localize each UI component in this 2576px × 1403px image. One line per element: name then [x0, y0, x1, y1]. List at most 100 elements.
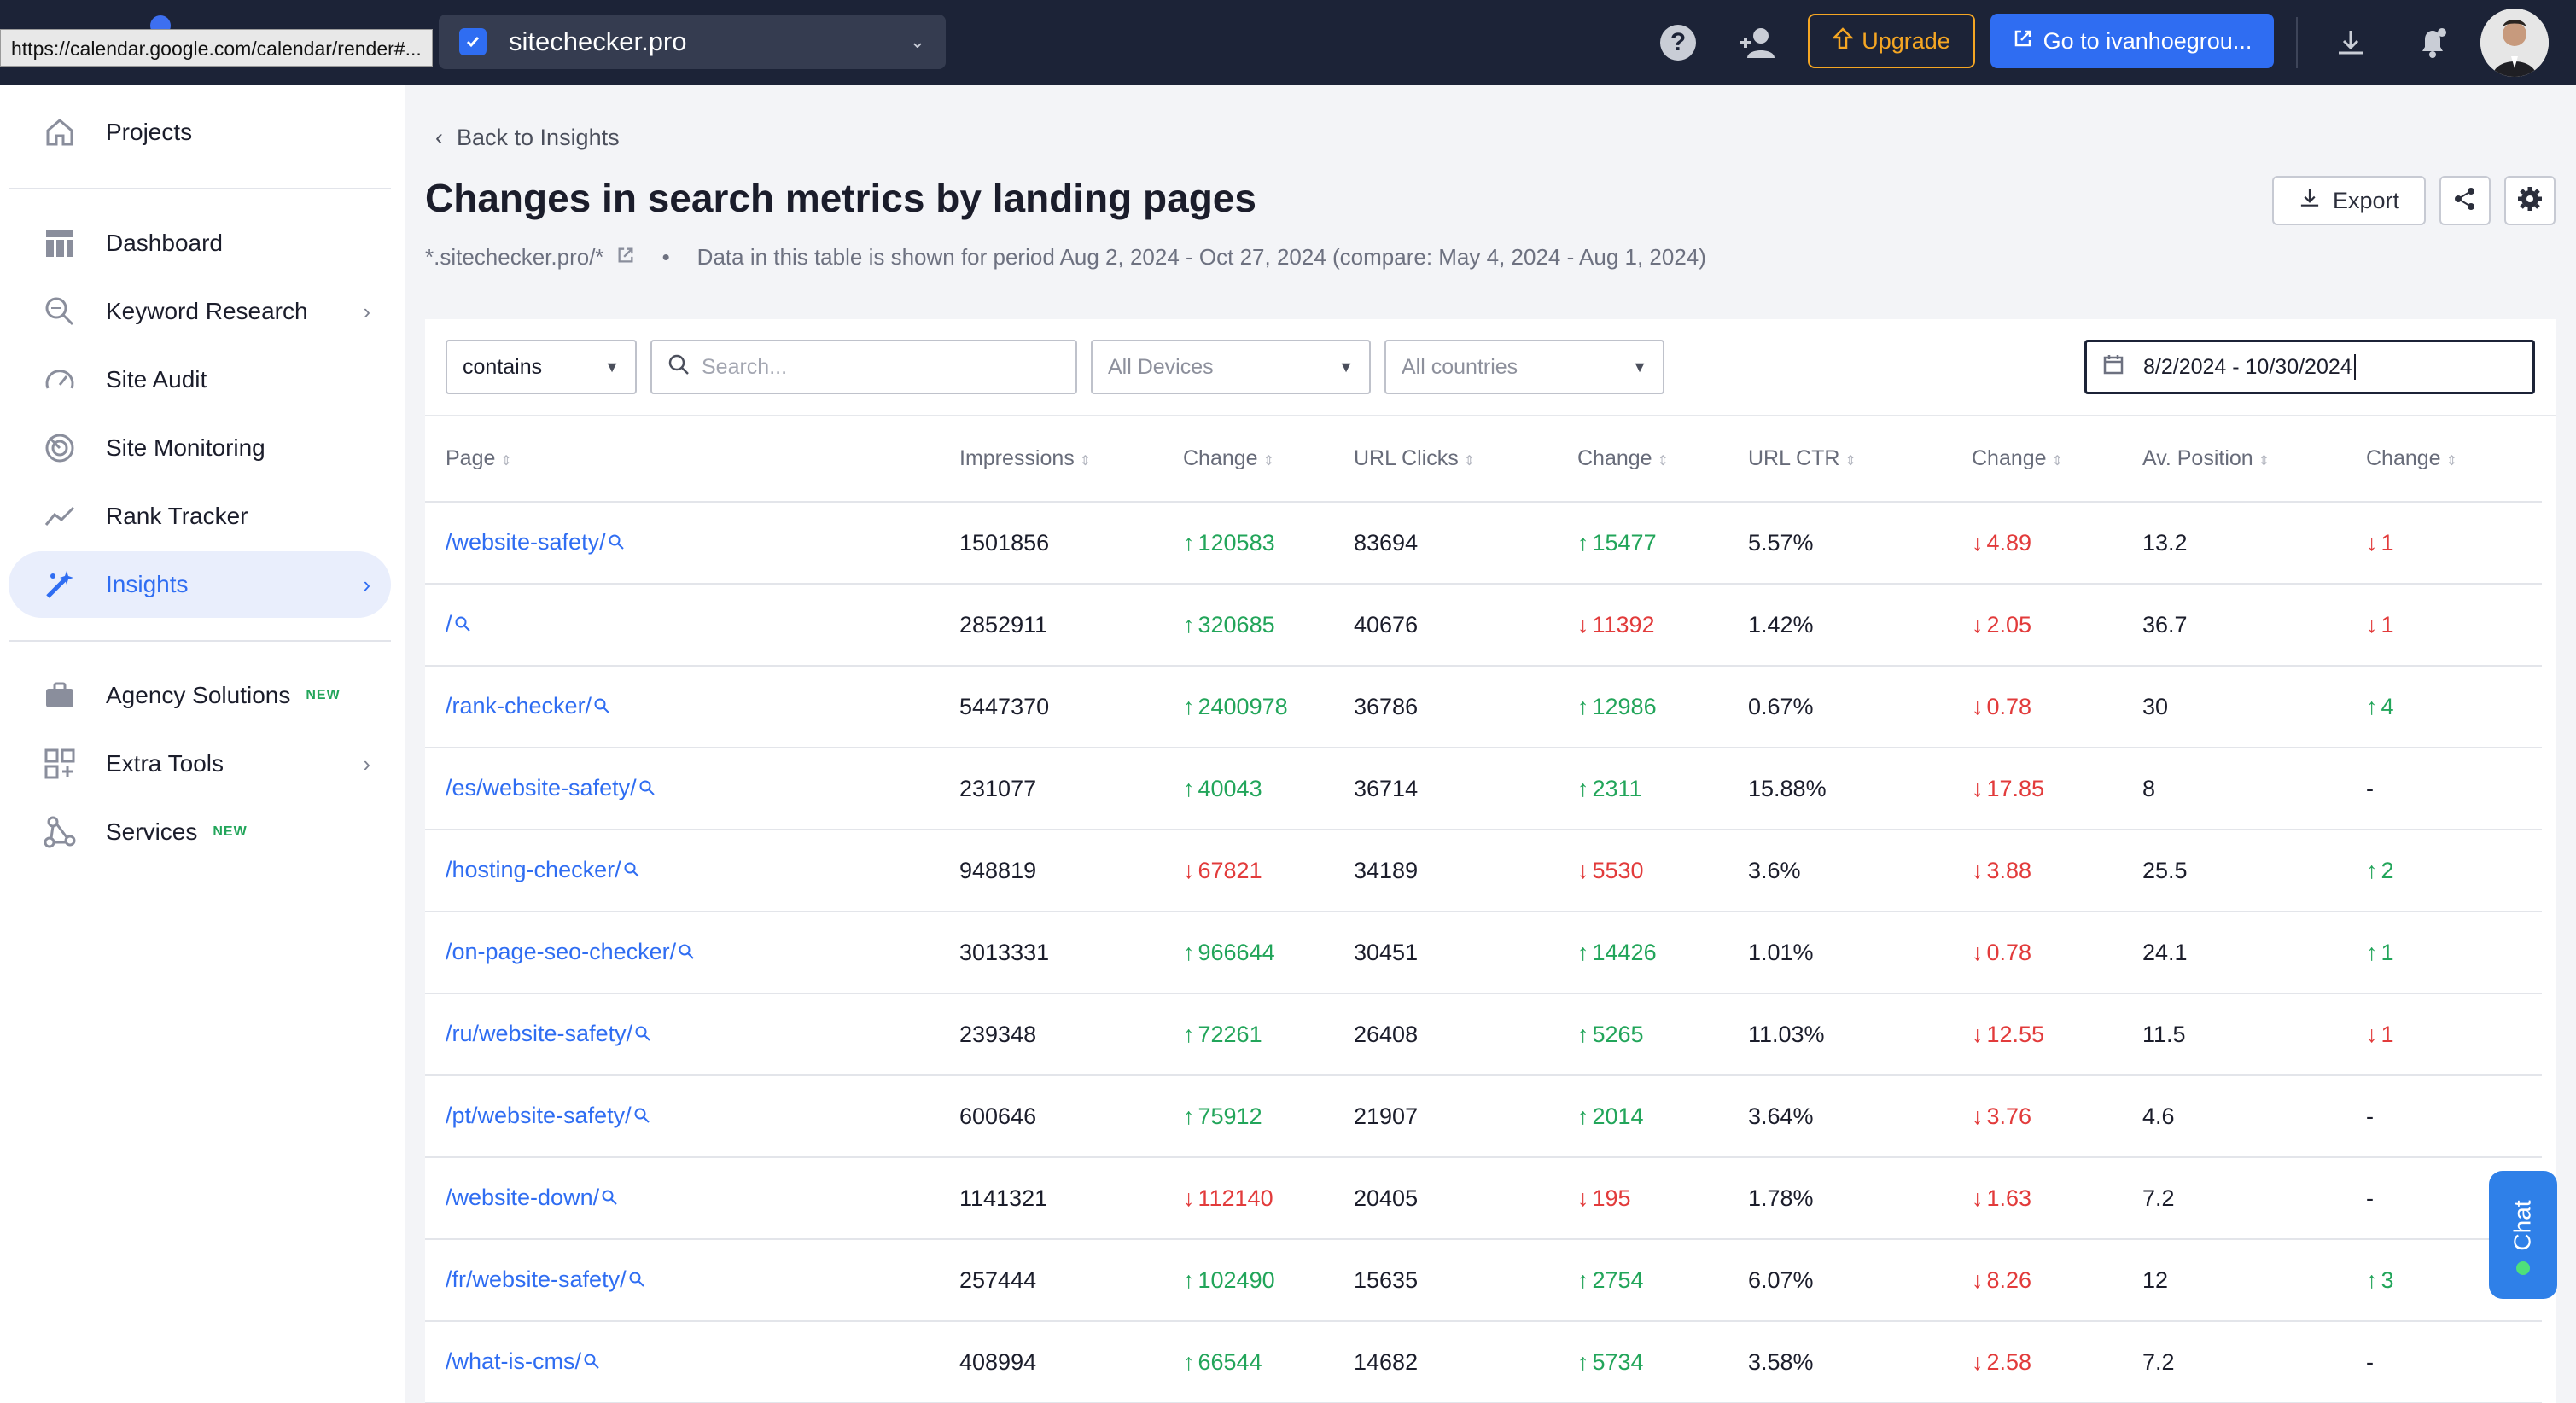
magnifier-icon[interactable] — [454, 612, 471, 638]
arrow-down-icon: ↓ — [1183, 1185, 1195, 1211]
sidebar-item-projects[interactable]: Projects — [9, 99, 391, 166]
page-link[interactable]: /fr/website-safety/ — [446, 1266, 627, 1292]
dashboard-icon — [41, 224, 79, 262]
impressions-change-cell: ↑ 120583 — [1183, 502, 1354, 585]
sidebar-item-label: Site Audit — [106, 366, 207, 393]
page-link[interactable]: /on-page-seo-checker/ — [446, 938, 677, 964]
magnifier-icon[interactable] — [628, 1267, 645, 1294]
briefcase-icon — [41, 677, 79, 714]
url-ctr-cell: 3.64% — [1748, 1075, 1972, 1158]
position-change-cell: - — [2366, 748, 2542, 830]
project-selector[interactable]: sitechecker.pro ⌄ — [439, 15, 946, 69]
impressions-change-cell: ↑ 966644 — [1183, 911, 1354, 994]
page-link[interactable]: / — [446, 610, 452, 637]
magnifier-icon[interactable] — [608, 530, 625, 556]
magnifier-icon[interactable] — [601, 1185, 618, 1212]
date-range-picker[interactable]: 8/2/2024 - 10/30/2024 — [2084, 340, 2535, 394]
gear-icon — [2517, 186, 2543, 216]
chevron-right-icon: › — [363, 751, 370, 777]
page-link[interactable]: /website-safety/ — [446, 528, 606, 555]
arrow-down-icon: ↓ — [1972, 1348, 1984, 1375]
match-type-select[interactable]: contains ▼ — [446, 340, 637, 394]
url-ctr-cell: 3.6% — [1748, 830, 1972, 912]
column-header-ctr-change[interactable]: Change ⇕ — [1972, 416, 2142, 503]
arrow-up-icon: ↑ — [1183, 529, 1195, 556]
clicks-change-cell: ↓ 195 — [1577, 1157, 1748, 1240]
arrow-up-icon: ↑ — [1577, 1103, 1589, 1129]
settings-button[interactable] — [2504, 176, 2556, 225]
clicks-change-cell: ↑ 15477 — [1577, 502, 1748, 585]
download-icon[interactable] — [2330, 22, 2371, 63]
download-icon — [2299, 187, 2321, 215]
sidebar-item-agency-solutions[interactable]: Agency Solutions NEW — [9, 662, 391, 729]
page-link[interactable]: /rank-checker/ — [446, 692, 592, 719]
sidebar-item-site-monitoring[interactable]: Site Monitoring — [9, 415, 391, 481]
caret-down-icon: ▼ — [1338, 358, 1354, 375]
column-header-url-ctr[interactable]: URL CTR ⇕ — [1748, 416, 1972, 503]
magnifier-icon[interactable] — [583, 1349, 600, 1376]
back-link[interactable]: ‹ Back to Insights — [435, 125, 620, 151]
caret-down-icon: ▼ — [1632, 358, 1647, 375]
impressions-cell: 231077 — [959, 748, 1183, 830]
page-cell: /pt/website-safety/ — [425, 1075, 959, 1158]
magnifier-icon[interactable] — [623, 858, 640, 884]
countries-value: All countries — [1402, 354, 1518, 379]
help-icon[interactable]: ? — [1658, 22, 1699, 63]
site-monitoring-icon — [41, 429, 79, 467]
arrow-up-icon: ↑ — [2366, 693, 2378, 719]
magnifier-icon[interactable] — [593, 694, 610, 720]
add-user-icon[interactable] — [1738, 22, 1779, 63]
page-link[interactable]: /hosting-checker/ — [446, 856, 621, 882]
sidebar-item-dashboard[interactable]: Dashboard — [9, 210, 391, 277]
arrow-down-icon: ↓ — [1972, 1103, 1984, 1129]
devices-select[interactable]: All Devices ▼ — [1091, 340, 1371, 394]
calendar-icon — [2102, 353, 2124, 381]
go-to-account-button[interactable]: Go to ivanhoegrou... — [1990, 14, 2274, 68]
arrow-down-icon: ↓ — [1183, 857, 1195, 883]
magnifier-icon[interactable] — [638, 776, 656, 802]
magnifier-icon[interactable] — [678, 940, 695, 966]
impressions-change-cell: ↑ 40043 — [1183, 748, 1354, 830]
page-link[interactable]: /what-is-cms/ — [446, 1348, 582, 1374]
avatar[interactable] — [2480, 9, 2549, 77]
sidebar-item-insights[interactable]: Insights › — [9, 551, 391, 618]
column-header-impressions[interactable]: Impressions ⇕ — [959, 416, 1183, 503]
sidebar-item-label: Extra Tools — [106, 750, 224, 777]
column-header-clicks-change[interactable]: Change ⇕ — [1577, 416, 1748, 503]
chat-button[interactable]: Chat — [2489, 1171, 2557, 1299]
page-link[interactable]: /pt/website-safety/ — [446, 1102, 632, 1128]
page-link[interactable]: /ru/website-safety/ — [446, 1020, 633, 1046]
ctr-change-cell: ↓ 0.78 — [1972, 666, 2142, 748]
impressions-cell: 408994 — [959, 1321, 1183, 1403]
sidebar-item-site-audit[interactable]: Site Audit — [9, 346, 391, 413]
column-header-position-change[interactable]: Change ⇕ — [2366, 416, 2542, 503]
impressions-change-cell: ↑ 320685 — [1183, 584, 1354, 667]
countries-select[interactable]: All countries ▼ — [1384, 340, 1664, 394]
arrow-up-icon: ↑ — [1183, 1266, 1195, 1293]
magnifier-icon[interactable] — [634, 1022, 651, 1048]
search-input[interactable]: Search... — [650, 340, 1077, 394]
column-header-url-clicks[interactable]: URL Clicks ⇕ — [1354, 416, 1577, 503]
table-row: /hosting-checker/948819 ↓ 67821 34189 ↓ 5530 3… — [425, 830, 2542, 912]
bell-icon[interactable] — [2412, 22, 2453, 63]
column-header-av-position[interactable]: Av. Position ⇕ — [2142, 416, 2366, 503]
sidebar-item-services[interactable]: Services NEW — [9, 799, 391, 865]
magnifier-icon[interactable] — [633, 1103, 650, 1130]
column-header-page[interactable]: Page ⇕ — [425, 416, 959, 503]
external-link-icon[interactable] — [616, 244, 635, 271]
export-button[interactable]: Export — [2272, 176, 2426, 225]
url-ctr-cell: 0.67% — [1748, 666, 1972, 748]
sidebar-item-keyword-research[interactable]: Keyword Research › — [9, 278, 391, 345]
url-clicks-cell: 21907 — [1354, 1075, 1577, 1158]
upgrade-button[interactable]: Upgrade — [1808, 14, 1975, 68]
column-header-impressions-change[interactable]: Change ⇕ — [1183, 416, 1354, 503]
arrow-up-icon: ↑ — [1577, 1266, 1589, 1293]
position-change-cell: - — [2366, 1075, 2542, 1158]
page-link[interactable]: /website-down/ — [446, 1184, 600, 1210]
impressions-cell: 1501856 — [959, 502, 1183, 585]
share-button[interactable] — [2439, 176, 2491, 225]
sidebar-item-rank-tracker[interactable]: Rank Tracker — [9, 483, 391, 550]
sidebar-item-extra-tools[interactable]: Extra Tools › — [9, 731, 391, 797]
sort-icon: ⇕ — [500, 454, 512, 469]
page-link[interactable]: /es/website-safety/ — [446, 774, 637, 800]
